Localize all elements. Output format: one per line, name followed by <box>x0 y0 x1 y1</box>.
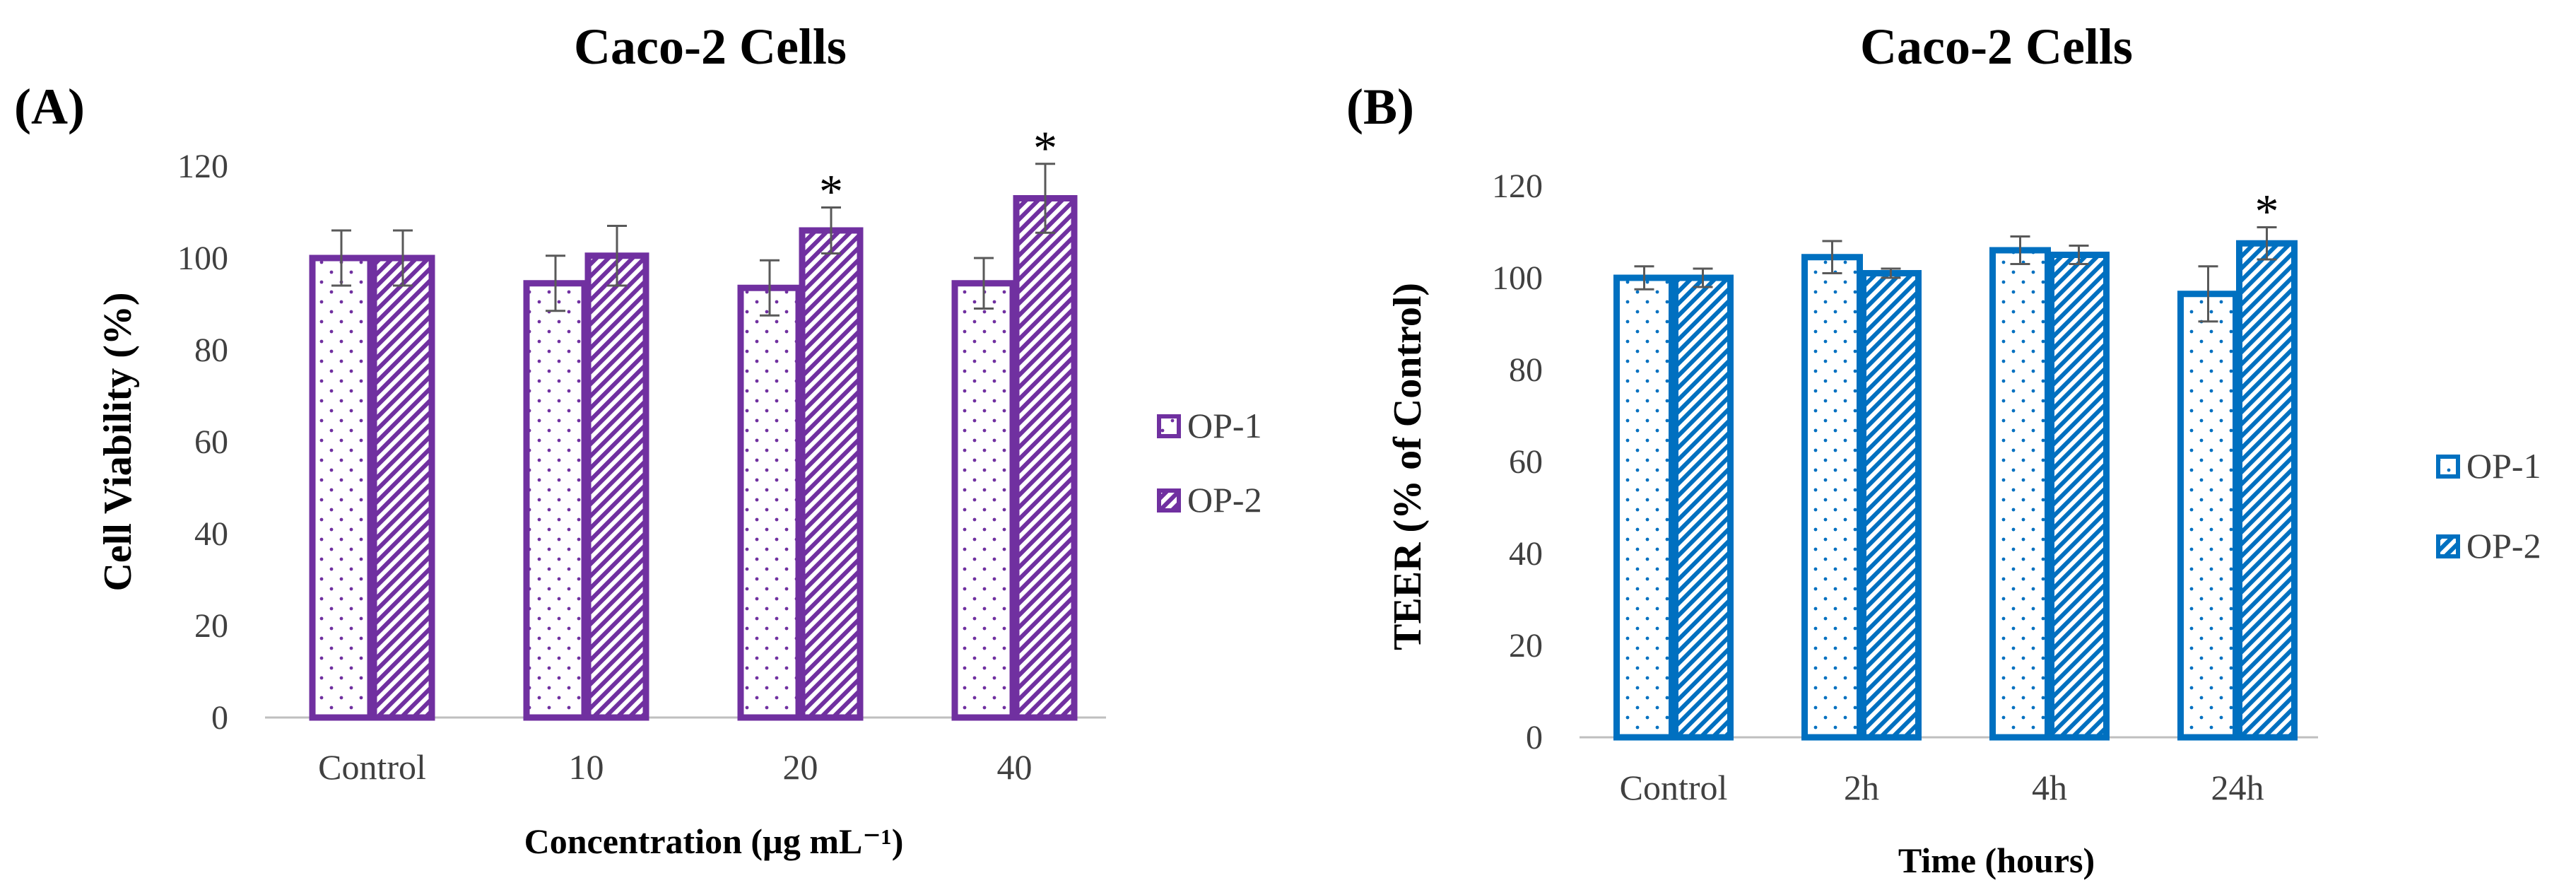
y-tick-label: 20 <box>194 607 228 645</box>
y-axis-title: TEER (% of Control) <box>1386 283 1430 650</box>
error-bar <box>1693 267 1713 288</box>
bar-op-1-20 <box>737 284 802 721</box>
error-bar <box>1634 265 1654 291</box>
y-tick-label: 120 <box>1492 168 1543 205</box>
x-tick-label: Control <box>1620 768 1728 807</box>
error-bar <box>821 206 841 254</box>
legend: OP-1 OP-2 <box>2436 446 2541 566</box>
x-tick-label: 10 <box>569 747 604 787</box>
x-axis-title: Concentration (µg mL⁻¹) <box>524 821 904 861</box>
y-tick-label: 120 <box>177 148 228 185</box>
bar-op-2-24h <box>2236 240 2298 741</box>
bar-op-1-40 <box>951 280 1016 721</box>
panel-label: (A) <box>14 78 85 135</box>
error-bar <box>2069 245 2089 265</box>
legend-label: OP-1 <box>1187 406 1262 445</box>
bar-op-1-24h <box>2177 291 2239 741</box>
legend-label: OP-1 <box>2466 446 2541 486</box>
y-tick-label: 100 <box>177 240 228 277</box>
bar-op-1-control <box>1613 274 1675 741</box>
legend-swatch <box>1157 414 1181 438</box>
error-bar <box>1035 163 1055 234</box>
bar-op-1-10 <box>523 280 588 721</box>
bar-op-1-2h <box>1801 254 1863 741</box>
bar-op-1-control <box>309 254 374 721</box>
x-tick-label: 2h <box>1844 768 1879 807</box>
chart-panel-b: Caco-2 Cells (B) 0 20 40 60 80 100 120 Control 2h 4… <box>1346 18 2541 880</box>
x-tick-label: Control <box>318 747 426 787</box>
error-bar <box>1822 240 1842 274</box>
bar-op-2-10 <box>584 252 649 721</box>
error-bar <box>760 259 780 317</box>
significance-star: * <box>1033 121 1057 175</box>
legend: OP-1 OP-2 <box>1157 406 1262 520</box>
error-bar <box>607 225 627 287</box>
error-bar <box>1881 267 1901 279</box>
significance-star: * <box>819 165 843 218</box>
error-bar <box>2010 235 2030 265</box>
bar-op-2-40 <box>1013 195 1078 721</box>
error-bar <box>331 229 351 287</box>
y-tick-label: 100 <box>1492 259 1543 297</box>
y-tick-label: 60 <box>1509 443 1543 481</box>
bar-op-2-4h <box>2048 252 2110 741</box>
error-bar <box>974 257 994 310</box>
y-tick-label: 40 <box>194 515 228 553</box>
x-tick-label: 20 <box>783 747 818 787</box>
bar-op-1-4h <box>1989 247 2051 741</box>
legend-label: OP-2 <box>2466 526 2541 566</box>
y-axis-title: Cell Viability (%) <box>96 292 140 591</box>
y-tick-label: 80 <box>1509 351 1543 389</box>
bar-op-2-20 <box>799 227 864 721</box>
legend-swatch <box>2436 534 2460 558</box>
x-tick-label: 24h <box>2211 768 2264 807</box>
error-bar <box>393 229 413 287</box>
legend-swatch <box>2436 455 2460 479</box>
chart-title: Caco-2 Cells <box>1860 18 2133 75</box>
error-bar <box>546 254 565 312</box>
panel-label: (B) <box>1346 78 1414 135</box>
y-tick-label: 0 <box>211 699 228 737</box>
chart-title: Caco-2 Cells <box>574 18 847 75</box>
bar-op-2-control <box>1672 274 1734 741</box>
error-bar <box>2257 226 2277 261</box>
chart-panel-a: Caco-2 Cells (A) 0 20 40 60 80 100 120 Control 10 2… <box>14 18 1262 861</box>
y-tick-label: 40 <box>1509 535 1543 573</box>
y-tick-label: 0 <box>1526 719 1543 756</box>
bar-op-2-control <box>370 254 435 721</box>
y-tick-label: 80 <box>194 332 228 369</box>
legend-label: OP-2 <box>1187 480 1262 520</box>
y-tick-label: 20 <box>1509 627 1543 664</box>
y-tick-label: 60 <box>194 423 228 461</box>
significance-star: * <box>2255 185 2279 238</box>
x-axis-title: Time (hours) <box>1898 841 2095 880</box>
x-tick-label: 40 <box>997 747 1033 787</box>
legend-swatch <box>1157 488 1181 513</box>
bar-op-2-2h <box>1860 270 1922 741</box>
error-bar <box>2198 265 2218 323</box>
x-tick-label: 4h <box>2032 768 2067 807</box>
